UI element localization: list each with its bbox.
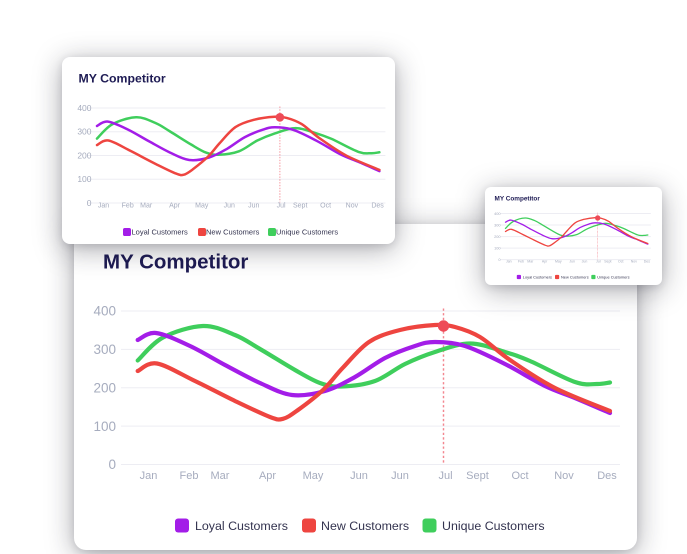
svg-text:Loyal Customers: Loyal Customers [523, 274, 552, 279]
svg-text:200: 200 [77, 151, 91, 161]
svg-text:Oct: Oct [320, 203, 331, 210]
svg-text:Nov: Nov [631, 260, 637, 264]
svg-text:Unique Customers: Unique Customers [276, 228, 338, 237]
svg-text:Jun: Jun [391, 470, 409, 482]
svg-text:100: 100 [77, 174, 91, 184]
svg-text:Oct: Oct [511, 470, 528, 482]
svg-text:New Customers: New Customers [321, 519, 409, 533]
svg-text:May: May [555, 260, 562, 264]
svg-text:Loyal Customers: Loyal Customers [132, 228, 189, 237]
svg-text:Sept: Sept [466, 470, 489, 482]
svg-text:New Customers: New Customers [561, 274, 589, 279]
svg-text:Jun: Jun [569, 260, 575, 264]
svg-text:Sept: Sept [293, 203, 307, 210]
svg-text:0: 0 [87, 198, 92, 208]
svg-text:Mar: Mar [527, 260, 534, 264]
svg-text:Loyal Customers: Loyal Customers [195, 519, 288, 533]
svg-text:Des: Des [597, 470, 617, 482]
svg-text:300: 300 [77, 127, 91, 137]
svg-text:Jan: Jan [98, 203, 109, 210]
svg-text:Jul: Jul [277, 203, 286, 210]
svg-text:Mar: Mar [140, 203, 153, 210]
svg-text:MY Competitor: MY Competitor [103, 251, 248, 274]
svg-text:Jun: Jun [248, 203, 259, 210]
svg-text:200: 200 [93, 381, 116, 396]
svg-text:MY Competitor: MY Competitor [495, 195, 541, 202]
svg-text:Nov: Nov [346, 203, 359, 210]
svg-text:Jan: Jan [140, 470, 158, 482]
svg-text:Feb: Feb [122, 203, 134, 210]
svg-text:May: May [303, 470, 324, 482]
svg-text:New Customers: New Customers [206, 228, 260, 237]
svg-text:200: 200 [494, 234, 501, 239]
svg-text:100: 100 [494, 245, 501, 250]
svg-text:Sept: Sept [604, 260, 611, 264]
svg-text:Apr: Apr [259, 470, 276, 482]
svg-text:100: 100 [93, 419, 116, 434]
svg-text:400: 400 [93, 304, 116, 319]
svg-text:Oct: Oct [618, 260, 623, 264]
svg-text:Jan: Jan [506, 260, 512, 264]
svg-text:Unique Customers: Unique Customers [442, 519, 545, 533]
svg-text:Jun: Jun [224, 203, 235, 210]
svg-text:300: 300 [93, 342, 116, 357]
svg-text:300: 300 [494, 222, 501, 227]
svg-text:Nov: Nov [554, 470, 574, 482]
svg-text:Des: Des [371, 203, 384, 210]
svg-text:Jul: Jul [596, 260, 601, 264]
svg-text:0: 0 [108, 457, 116, 472]
svg-text:400: 400 [77, 103, 91, 113]
svg-text:Jun: Jun [582, 260, 588, 264]
svg-text:400: 400 [494, 211, 501, 216]
svg-text:0: 0 [498, 257, 501, 262]
svg-text:Apr: Apr [542, 260, 548, 264]
svg-text:May: May [195, 203, 209, 210]
svg-text:Mar: Mar [211, 470, 230, 482]
svg-text:Unique Customers: Unique Customers [597, 274, 629, 279]
svg-text:MY Competitor: MY Competitor [79, 72, 166, 86]
svg-text:Jul: Jul [438, 470, 452, 482]
svg-text:Feb: Feb [518, 260, 524, 264]
svg-text:Jun: Jun [350, 470, 368, 482]
svg-text:Apr: Apr [169, 203, 181, 210]
svg-text:Des: Des [644, 260, 650, 264]
svg-text:Feb: Feb [180, 470, 199, 482]
